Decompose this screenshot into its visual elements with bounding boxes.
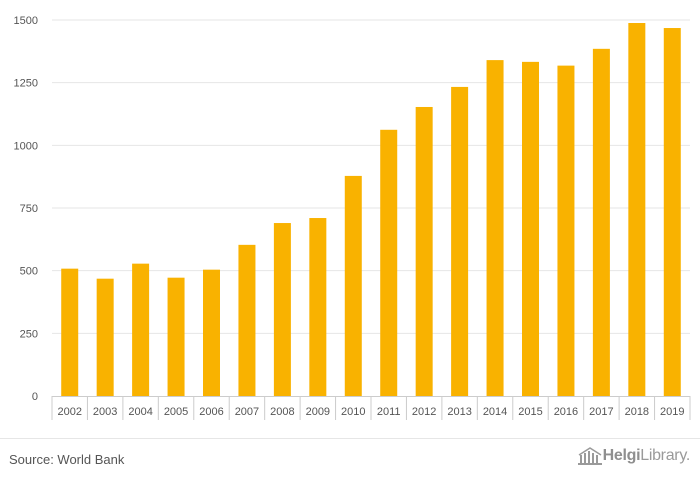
x-tick-label: 2004 [128, 406, 152, 418]
bar [238, 244, 256, 396]
bar [167, 277, 185, 396]
bar [203, 269, 220, 396]
bar [380, 129, 398, 397]
y-tick-label: 500 [20, 266, 38, 278]
y-tick-labels: 0 250 500 750 1000 1250 1500 [14, 15, 38, 403]
source-label: Source: World Bank [9, 452, 125, 467]
logo-bold-text: Helgi [602, 447, 641, 464]
bar [61, 268, 79, 396]
x-tick-label: 2015 [518, 406, 542, 418]
bar [96, 278, 114, 396]
helgi-library-logo: HelgiLibrary. [577, 446, 690, 466]
x-tick-label: 2008 [270, 406, 294, 418]
bar [309, 218, 327, 396]
logo-dot: . [685, 447, 690, 464]
bar [628, 23, 646, 397]
x-tick-label: 2012 [412, 406, 436, 418]
logo-regular-text: Library [640, 447, 686, 464]
x-tick-label: 2013 [447, 406, 471, 418]
x-tick-label: 2006 [199, 406, 223, 418]
x-tick-label: 2005 [164, 406, 188, 418]
y-tick-label: 750 [20, 203, 38, 215]
bar [592, 48, 610, 397]
y-tick-label: 1500 [14, 15, 38, 27]
x-tick-label: 2011 [377, 406, 401, 418]
x-tick-label: 2010 [341, 406, 365, 418]
bar [415, 106, 433, 397]
bar [344, 175, 362, 396]
x-tick-label: 2017 [589, 406, 613, 418]
bar [451, 86, 469, 396]
x-tick-label: 2009 [306, 406, 330, 418]
x-tick-label: 2014 [483, 406, 507, 418]
x-tick-label: 2007 [235, 406, 259, 418]
bar [663, 28, 681, 397]
bar [132, 263, 150, 396]
x-tick-label: 2003 [93, 406, 117, 418]
x-tick-label: 2019 [660, 406, 684, 418]
bar [486, 60, 504, 397]
x-axis [51, 396, 691, 420]
y-tick-label: 250 [20, 328, 38, 340]
x-tick-labels: 2002 2003 2004 2005 2006 2007 2008 2009 2010 2011… [57, 406, 684, 418]
y-tick-label: 1250 [14, 78, 38, 90]
bars [61, 23, 681, 397]
x-tick-label: 2016 [554, 406, 578, 418]
bar [273, 223, 291, 396]
x-tick-label: 2002 [57, 406, 81, 418]
bar [557, 65, 575, 396]
bar [522, 61, 539, 397]
footer-divider [0, 438, 700, 439]
library-building-icon [577, 447, 602, 465]
gridlines [52, 19, 690, 334]
logo-wordmark: HelgiLibrary. [602, 447, 691, 465]
y-tick-label: 1000 [14, 140, 38, 152]
y-tick-label: 0 [32, 391, 38, 403]
x-tick-label: 2018 [625, 406, 649, 418]
